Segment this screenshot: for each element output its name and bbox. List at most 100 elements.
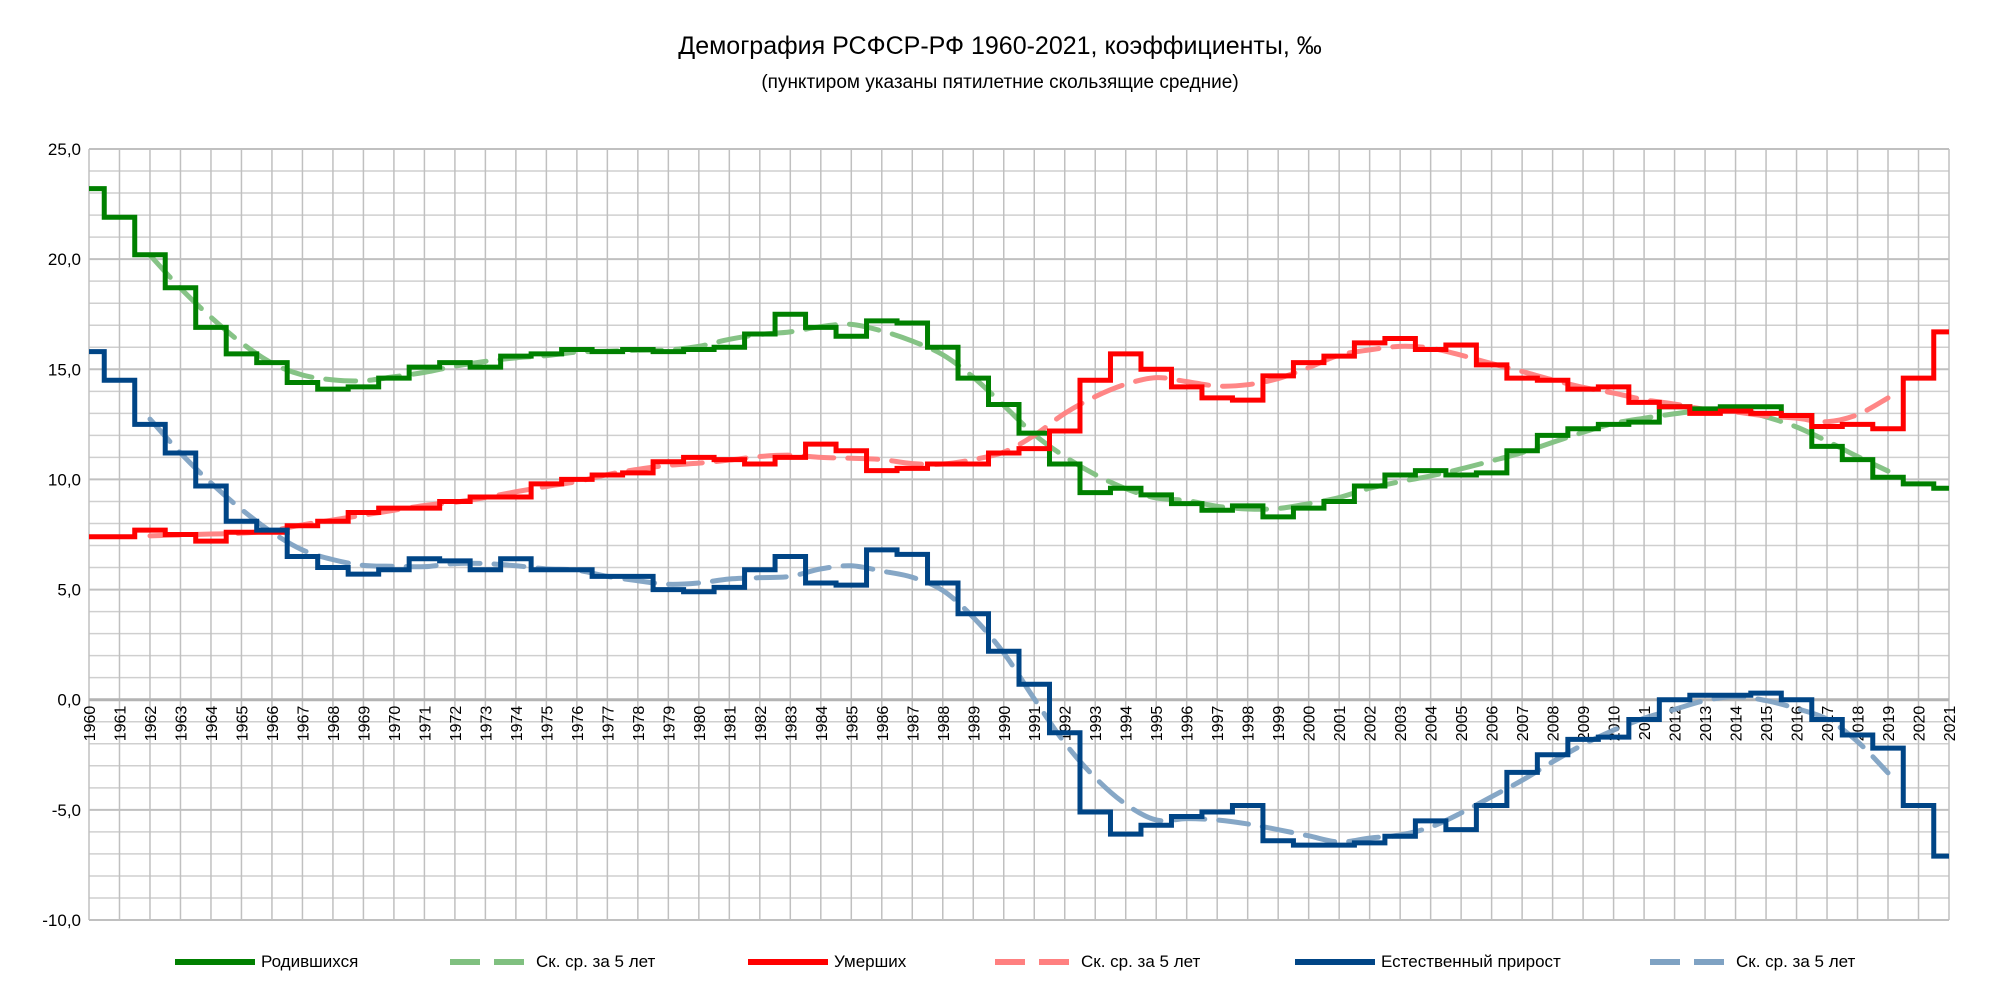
chart-title: Демография РСФСР-РФ 1960-2021, коэффицие… [678, 32, 1322, 60]
x-tick-label: 2017 [1820, 706, 1837, 742]
chart-subtitle: (пунктиром указаны пятилетние скользящие… [761, 72, 1239, 93]
x-tick-label: 1978 [631, 706, 648, 742]
legend-swatch [995, 959, 1075, 965]
x-tick-label: 2011 [1637, 706, 1654, 741]
x-tick-label: 2018 [1851, 706, 1868, 742]
x-tick-label: 2003 [1393, 706, 1410, 742]
series-natural [89, 349, 1949, 859]
y-tick-label: 20,0 [48, 250, 81, 269]
x-tick-label: 2012 [1668, 706, 1685, 742]
x-tick-label: 2000 [1302, 706, 1319, 742]
x-tick-label: 2013 [1698, 706, 1715, 742]
x-tick-label: 2001 [1332, 706, 1349, 742]
series-deaths [89, 329, 1949, 544]
x-tick-label: 2006 [1485, 706, 1502, 742]
x-tick-label: 1988 [936, 706, 953, 742]
legend-label: Ск. ср. за 5 лет [1081, 952, 1201, 971]
step-line [89, 186, 1949, 520]
x-tick-label: 1974 [509, 706, 526, 742]
step-line [89, 329, 1949, 544]
x-tick-label: 1964 [204, 706, 221, 742]
x-tick-label: 1985 [844, 706, 861, 742]
x-tick-label: 2015 [1759, 706, 1776, 742]
legend-label: Родившихся [261, 952, 359, 971]
x-tick-label: 1996 [1180, 706, 1197, 742]
x-tick-label: 1993 [1088, 706, 1105, 742]
y-tick-label: -10,0 [42, 911, 81, 930]
series-natural_ma [147, 416, 1891, 845]
x-tick-label: 2002 [1363, 706, 1380, 742]
x-tick-label: 1960 [82, 706, 99, 742]
x-tick-label: 1999 [1271, 706, 1288, 742]
x-tick-label: 1963 [173, 706, 190, 742]
legend-item-deaths: Умерших [748, 952, 906, 972]
legend-item-births-ma: Ск. ср. за 5 лет [450, 952, 655, 972]
x-tick-label: 1962 [143, 706, 160, 742]
x-tick-label: 2021 [1942, 706, 1959, 742]
x-tick-label: 2008 [1546, 706, 1563, 742]
x-tick-label: 2007 [1515, 706, 1532, 742]
x-tick-label: 1977 [600, 706, 617, 742]
legend-label: Ск. ср. за 5 лет [1736, 952, 1856, 971]
x-tick-label: 2005 [1454, 706, 1471, 742]
x-tick-label: 1970 [387, 706, 404, 742]
x-tick-label: 1983 [783, 706, 800, 742]
legend-swatch [748, 959, 828, 965]
y-tick-label: 10,0 [48, 470, 81, 489]
x-tick-label: 1965 [234, 706, 251, 742]
x-tick-label: 1982 [753, 706, 770, 742]
x-tick-label: 1969 [356, 706, 373, 742]
x-tick-label: 1966 [265, 706, 282, 742]
x-tick-label: 1967 [295, 706, 312, 742]
x-tick-label: 1995 [1149, 706, 1166, 742]
series-births [89, 186, 1949, 520]
x-tick-label: 1968 [326, 706, 343, 742]
x-tick-label: 1997 [1210, 706, 1227, 742]
x-tick-label: 1961 [112, 706, 129, 742]
legend-swatch [1295, 959, 1375, 965]
y-tick-label: -5,0 [52, 801, 81, 820]
x-tick-label: 1987 [905, 706, 922, 742]
x-tick-label: 1971 [417, 706, 434, 742]
legend-item-natural-ma: Ск. ср. за 5 лет [1650, 952, 1855, 972]
x-tick-label: 2009 [1576, 706, 1593, 742]
x-tick-label: 1994 [1119, 706, 1136, 742]
y-tick-label: 15,0 [48, 360, 81, 379]
series-births_ma [147, 252, 1891, 512]
y-tick-label: 5,0 [57, 581, 81, 600]
x-tick-label: 1986 [875, 706, 892, 742]
x-tick-label: 1989 [966, 706, 983, 742]
legend-item-deaths-ma: Ск. ср. за 5 лет [995, 952, 1200, 972]
legend: Родившихся Ск. ср. за 5 лет Умерших Ск. … [0, 952, 2000, 978]
x-tick-label: 1979 [661, 706, 678, 742]
legend-swatch [450, 959, 530, 965]
legend-item-births: Родившихся [175, 952, 358, 972]
x-tick-label: 1981 [722, 706, 739, 742]
x-tick-label: 1975 [539, 706, 556, 742]
y-tick-label: 25,0 [48, 140, 81, 159]
legend-item-natural: Естественный прирост [1295, 952, 1561, 972]
y-tick-label: 0,0 [57, 691, 81, 710]
x-tick-label: 2019 [1881, 706, 1898, 742]
legend-label: Ск. ср. за 5 лет [536, 952, 656, 971]
x-tick-label: 1976 [570, 706, 587, 742]
x-tick-label: 2004 [1424, 706, 1441, 742]
x-tick-label: 2016 [1790, 706, 1807, 742]
moving-average-line [147, 252, 1891, 512]
legend-label: Естественный прирост [1381, 952, 1561, 971]
step-line [89, 349, 1949, 859]
legend-swatch [1650, 959, 1730, 965]
x-tick-label: 1991 [1027, 706, 1044, 742]
x-tick-label: 1998 [1241, 706, 1258, 742]
x-tick-label: 2020 [1912, 706, 1929, 742]
x-tick-label: 1990 [997, 706, 1014, 742]
x-tick-label: 1980 [692, 706, 709, 742]
legend-swatch [175, 959, 255, 965]
legend-label: Умерших [834, 952, 907, 971]
x-tick-label: 1984 [814, 706, 831, 742]
x-tick-label: 1973 [478, 706, 495, 742]
moving-average-line [147, 416, 1891, 845]
x-tick-label: 2014 [1729, 706, 1746, 742]
x-tick-label: 1972 [448, 706, 465, 742]
